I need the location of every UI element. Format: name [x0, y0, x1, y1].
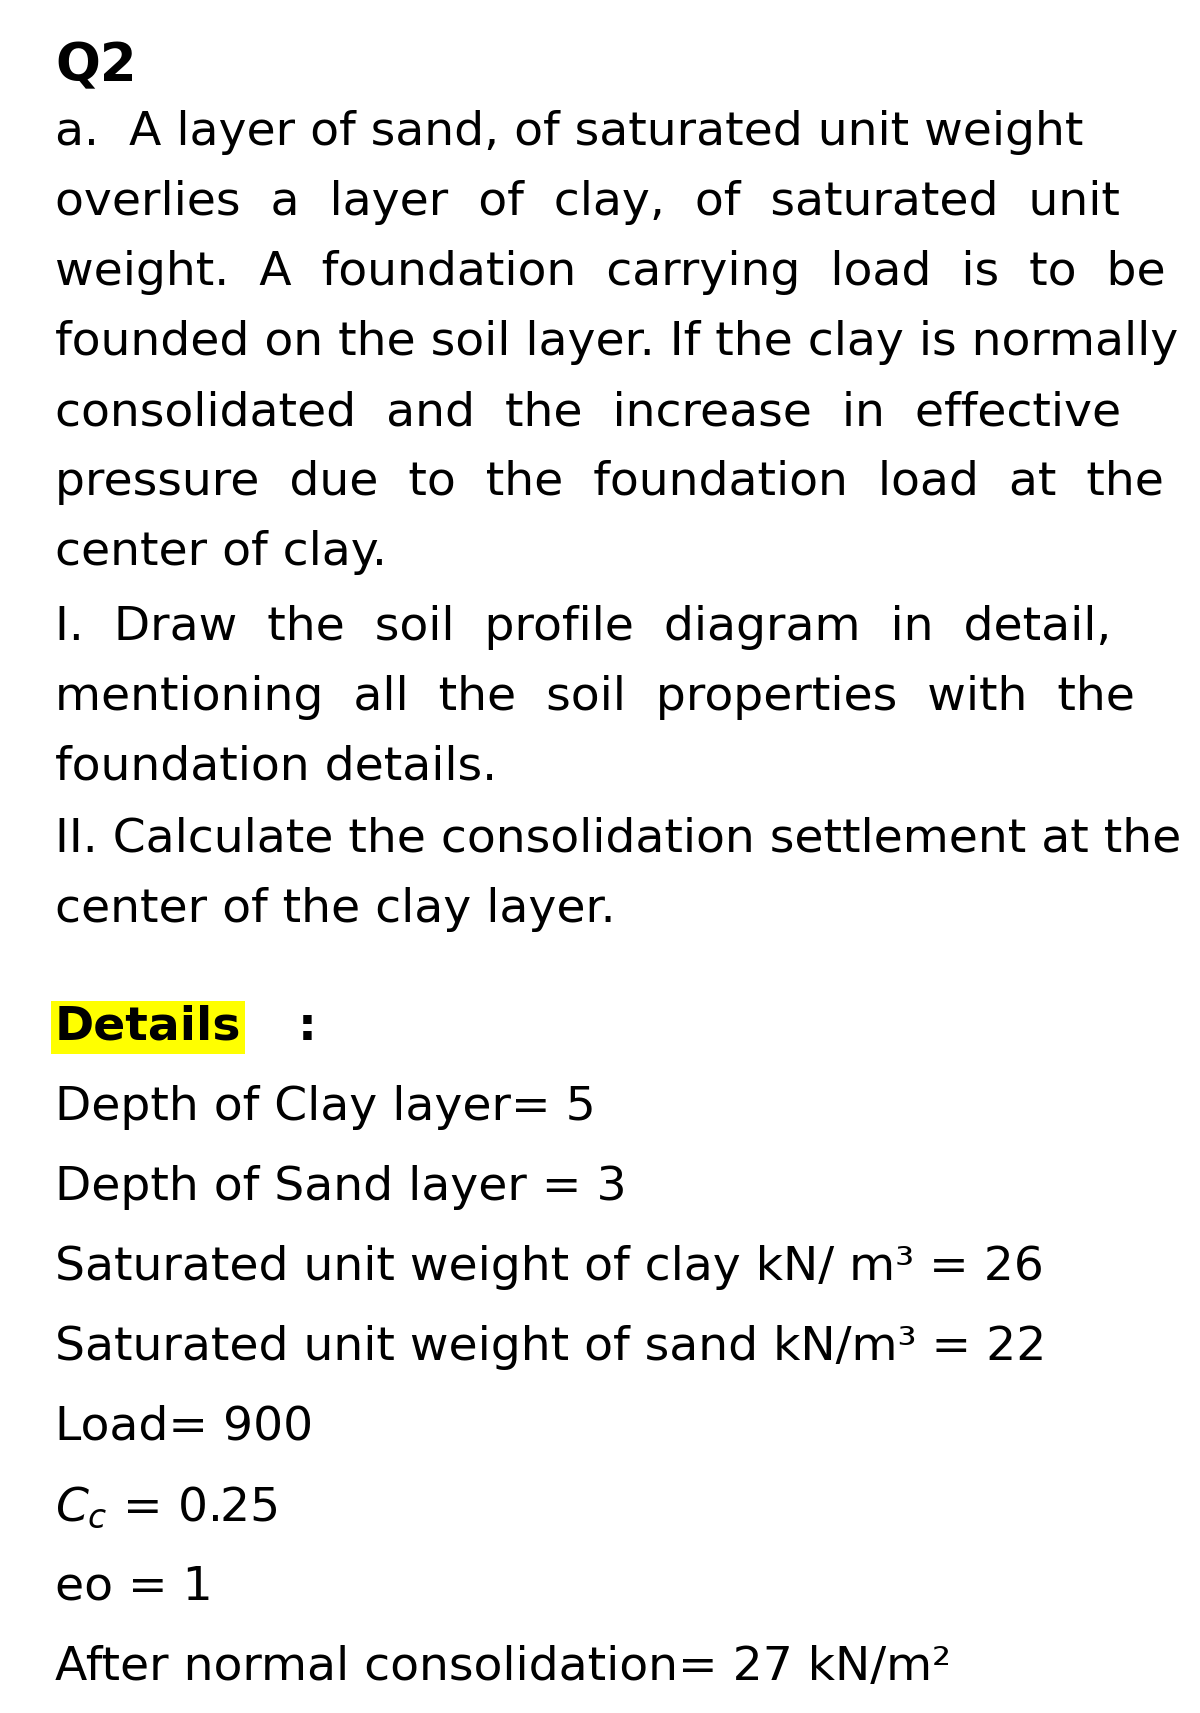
- Text: center of clay.: center of clay.: [55, 529, 386, 576]
- Text: a.  A layer of sand, of saturated unit weight: a. A layer of sand, of saturated unit we…: [55, 110, 1084, 154]
- Text: Saturated unit weight of sand kN/m³ = 22: Saturated unit weight of sand kN/m³ = 22: [55, 1324, 1046, 1370]
- Text: $C_c$ = 0.25: $C_c$ = 0.25: [55, 1485, 277, 1531]
- Text: foundation details.: foundation details.: [55, 745, 497, 790]
- Text: consolidated  and  the  increase  in  effective: consolidated and the increase in effecti…: [55, 391, 1121, 435]
- Text: weight.  A  foundation  carrying  load  is  to  be: weight. A foundation carrying load is to…: [55, 250, 1165, 295]
- Text: II. Calculate the consolidation settlement at the: II. Calculate the consolidation settleme…: [55, 817, 1181, 862]
- Text: I.  Draw  the  soil  profile  diagram  in  detail,: I. Draw the soil profile diagram in deta…: [55, 605, 1111, 649]
- Text: pressure  due  to  the  foundation  load  at  the: pressure due to the foundation load at t…: [55, 461, 1164, 505]
- Text: Depth of Sand layer = 3: Depth of Sand layer = 3: [55, 1165, 626, 1209]
- Text: overlies  a  layer  of  clay,  of  saturated  unit: overlies a layer of clay, of saturated u…: [55, 180, 1120, 224]
- Text: Saturated unit weight of clay kN/ m³ = 26: Saturated unit weight of clay kN/ m³ = 2…: [55, 1245, 1044, 1290]
- Text: eo = 1: eo = 1: [55, 1566, 212, 1610]
- Text: mentioning  all  the  soil  properties  with  the: mentioning all the soil properties with …: [55, 675, 1135, 719]
- Text: Load= 900: Load= 900: [55, 1405, 313, 1449]
- Text: Depth of Clay layer= 5: Depth of Clay layer= 5: [55, 1084, 595, 1131]
- Text: Details: Details: [55, 1006, 241, 1050]
- Text: founded on the soil layer. If the clay is normally: founded on the soil layer. If the clay i…: [55, 320, 1178, 365]
- Text: After normal consolidation= 27 kN/m²: After normal consolidation= 27 kN/m²: [55, 1644, 952, 1691]
- Text: Q2: Q2: [55, 39, 137, 93]
- Text: :: :: [298, 1006, 317, 1050]
- Text: center of the clay layer.: center of the clay layer.: [55, 887, 616, 932]
